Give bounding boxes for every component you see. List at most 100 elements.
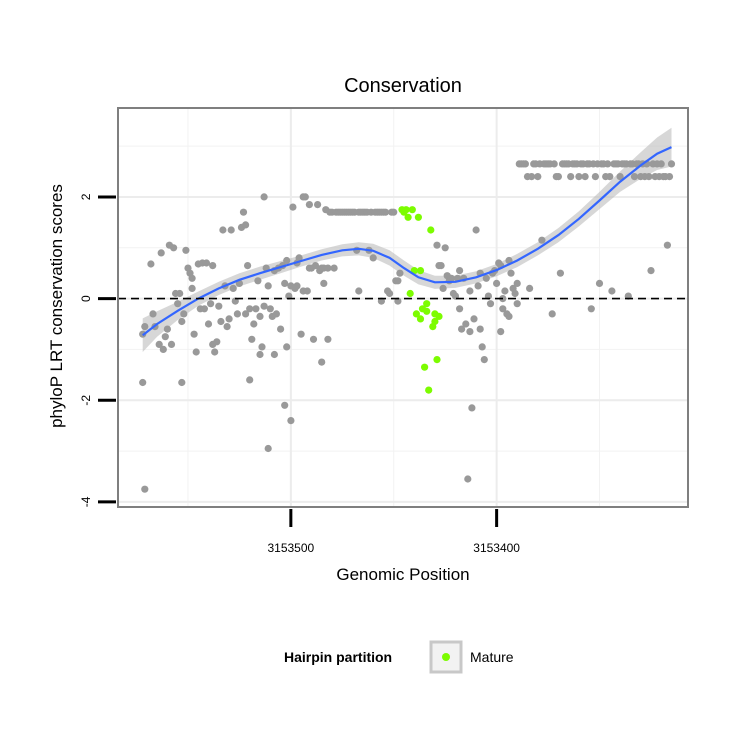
series-mature-points bbox=[398, 206, 443, 394]
data-point bbox=[188, 284, 196, 292]
data-point bbox=[227, 226, 235, 234]
data-point bbox=[149, 310, 157, 318]
data-point bbox=[320, 279, 328, 287]
data-point bbox=[170, 244, 178, 252]
data-point bbox=[178, 378, 186, 387]
data-point bbox=[521, 160, 530, 168]
data-point bbox=[260, 302, 268, 310]
data-point bbox=[550, 160, 558, 168]
data-point bbox=[219, 226, 227, 234]
data-point bbox=[207, 300, 215, 308]
data-point bbox=[394, 277, 402, 285]
data-point bbox=[147, 260, 155, 268]
data-point bbox=[270, 350, 278, 359]
data-point bbox=[266, 305, 274, 313]
data-point bbox=[256, 350, 264, 359]
data-point bbox=[260, 193, 268, 201]
data-point bbox=[665, 173, 674, 181]
data-point bbox=[486, 300, 495, 308]
data-point bbox=[256, 312, 264, 320]
data-point bbox=[369, 254, 377, 262]
data-point bbox=[301, 193, 309, 201]
data-point-mature bbox=[416, 267, 425, 275]
data-point bbox=[176, 289, 184, 298]
data-point bbox=[556, 269, 565, 277]
data-point bbox=[458, 325, 466, 333]
data-point bbox=[311, 262, 320, 270]
data-point-mature bbox=[408, 206, 416, 214]
data-point bbox=[159, 345, 167, 353]
x-axis-title: Genomic Position bbox=[336, 565, 469, 584]
data-point bbox=[281, 279, 289, 287]
legend-label-mature: Mature bbox=[470, 649, 514, 665]
data-point bbox=[283, 343, 291, 351]
data-point-mature bbox=[402, 206, 410, 214]
data-point-mature bbox=[421, 363, 429, 371]
data-point bbox=[606, 173, 614, 181]
data-point-mature bbox=[416, 315, 425, 323]
data-point bbox=[528, 173, 536, 181]
data-point bbox=[513, 300, 521, 308]
data-point bbox=[174, 300, 182, 308]
data-point bbox=[314, 201, 322, 209]
data-point bbox=[281, 401, 289, 409]
data-point bbox=[202, 259, 211, 267]
data-point bbox=[478, 343, 486, 351]
data-point bbox=[663, 241, 672, 249]
data-point bbox=[466, 287, 474, 295]
data-point bbox=[472, 226, 480, 234]
y-tick-label: 0 bbox=[79, 295, 93, 302]
data-point bbox=[277, 325, 285, 333]
data-point bbox=[233, 310, 241, 318]
data-point bbox=[246, 305, 254, 313]
data-point bbox=[548, 310, 556, 318]
data-point bbox=[608, 287, 616, 295]
data-point bbox=[305, 201, 313, 209]
data-point-mature bbox=[414, 213, 422, 221]
data-point bbox=[190, 330, 198, 338]
data-point bbox=[229, 284, 237, 292]
data-point bbox=[180, 310, 188, 318]
data-point bbox=[324, 335, 332, 343]
data-point bbox=[264, 444, 272, 453]
data-point bbox=[167, 340, 176, 348]
data-point bbox=[252, 305, 260, 313]
data-point bbox=[318, 358, 326, 366]
panel-border bbox=[117, 107, 689, 508]
data-point bbox=[215, 302, 223, 310]
data-point bbox=[293, 282, 301, 290]
data-point-mature bbox=[431, 317, 439, 326]
data-point-mature bbox=[404, 213, 412, 221]
data-point bbox=[462, 320, 470, 328]
data-point bbox=[355, 287, 363, 295]
data-point bbox=[439, 284, 447, 292]
data-point bbox=[157, 249, 165, 257]
data-point bbox=[377, 208, 385, 216]
data-point bbox=[616, 173, 624, 181]
data-point bbox=[604, 160, 612, 168]
data-point bbox=[182, 246, 190, 254]
data-point bbox=[283, 256, 291, 265]
data-point bbox=[645, 173, 653, 181]
data-point bbox=[437, 262, 445, 270]
data-point bbox=[581, 173, 589, 181]
data-point-mature bbox=[406, 289, 414, 298]
data-point bbox=[587, 305, 595, 313]
data-point bbox=[538, 236, 546, 244]
data-point bbox=[330, 264, 338, 272]
data-point bbox=[386, 289, 394, 298]
data-point bbox=[141, 485, 149, 493]
data-point bbox=[591, 173, 600, 181]
x-tick-label: 3153500 bbox=[267, 541, 314, 555]
data-point bbox=[246, 376, 254, 384]
series-other-points bbox=[139, 160, 676, 493]
data-point bbox=[188, 274, 196, 282]
data-point bbox=[456, 305, 464, 313]
data-point bbox=[441, 244, 449, 252]
smooth-trend-line bbox=[142, 146, 672, 337]
data-point bbox=[324, 264, 332, 272]
data-point bbox=[213, 338, 221, 346]
